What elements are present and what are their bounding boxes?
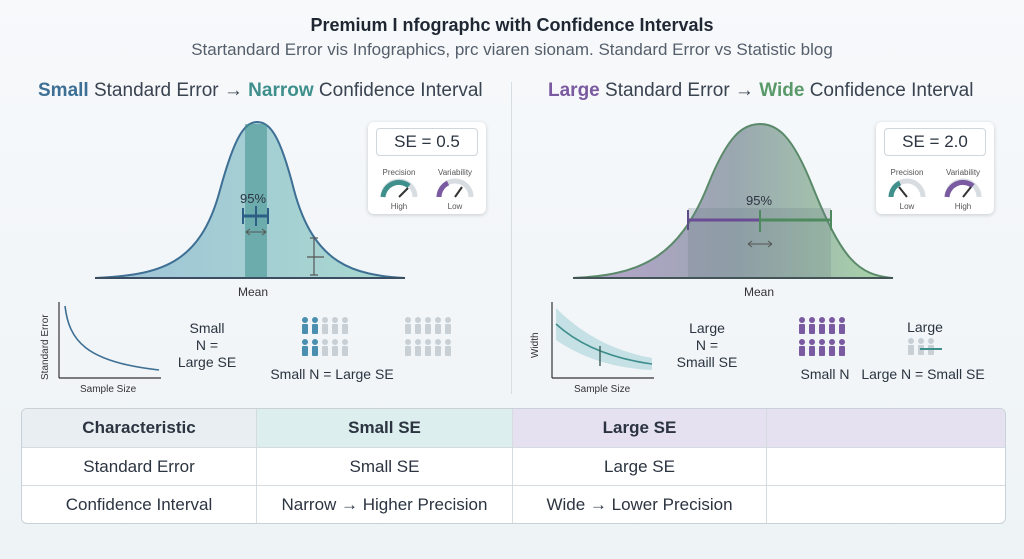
left-variability-gauge: Variability Low — [430, 168, 480, 211]
table-cell: Wide → Lower Precision — [513, 486, 767, 523]
right-mean-label: Mean — [744, 285, 775, 299]
table-cell: Large SE — [513, 448, 767, 486]
table-header-row: Characteristic Small SE Large SE — [22, 409, 1005, 448]
table-row: Confidence Interval Narrow → Higher Prec… — [22, 486, 1005, 523]
left-graph-xlabel: Sample Size — [80, 384, 137, 395]
right-note1: Large N = Smaill SE — [676, 320, 738, 370]
right-note2-caption: Large N = Small SE — [861, 366, 985, 382]
left-heading-end: Confidence Interval — [313, 80, 483, 101]
left-people-large-n — [405, 317, 451, 356]
left-note2: Small N = Large SE — [270, 366, 394, 382]
left-graph-ylabel: Standard Error — [40, 314, 51, 380]
left-ci-band — [245, 124, 267, 278]
right-width-vs-n-graph — [551, 302, 654, 379]
right-heading: Large Standard Error → Wide Confidence I… — [548, 80, 973, 102]
right-people-small-n — [799, 317, 845, 356]
left-heading: Small Standard Error → Narrow Confidence… — [38, 80, 483, 102]
right-note2-large: Large — [907, 319, 943, 335]
right-heading-wide: Wide — [759, 80, 805, 101]
left-distribution-curve — [94, 120, 406, 279]
left-ci-label: 95% — [240, 191, 267, 206]
page-subtitle: Startandard Error vis Infographics, prc … — [191, 40, 833, 59]
left-heading-mid: Standard Error → — [88, 80, 249, 101]
table-cell: Narrow → Higher Precision — [257, 486, 513, 523]
gauge-icon — [944, 178, 982, 198]
table-cell — [767, 448, 1005, 486]
right-heading-end: Confidence Interval — [804, 80, 974, 101]
table-header-cell — [767, 409, 1005, 448]
right-curve-fill — [572, 122, 894, 279]
right-graph-xlabel: Sample Size — [574, 384, 631, 395]
left-heading-small: Small — [38, 80, 89, 101]
left-note1: Small N = Large SE — [177, 320, 237, 370]
table-header-cell: Large SE — [513, 409, 767, 448]
left-precision-gauge: Precision High — [374, 168, 424, 211]
table-cell: Small SE — [257, 448, 513, 486]
gauge-icon — [888, 178, 926, 198]
left-heading-narrow: Narrow — [248, 80, 314, 101]
right-ci-label: 95% — [746, 193, 773, 208]
comparison-table: Characteristic Small SE Large SE Standar… — [21, 408, 1006, 524]
right-variability-gauge: Variability High — [938, 168, 988, 211]
right-heading-mid: Standard Error → — [599, 80, 760, 101]
table-cell — [767, 486, 1005, 523]
right-people-large-n — [908, 338, 942, 355]
left-se-card: SE = 0.5 Precision High Variability Low — [368, 122, 486, 214]
table-cell: Confidence Interval — [22, 486, 257, 523]
right-heading-large: Large — [548, 80, 600, 101]
gauge-icon — [436, 178, 474, 198]
table-header-cell: Small SE — [257, 409, 513, 448]
right-precision-gauge: Precision Low — [882, 168, 932, 211]
page-title: Premium I nfographc with Confidence Inte… — [310, 15, 714, 35]
left-se-value: SE = 0.5 — [376, 128, 478, 156]
right-se-card: SE = 2.0 Precision Low Variability High — [876, 122, 994, 214]
right-graph-ylabel: Width — [530, 332, 541, 358]
right-note2-small-n: Small N — [800, 366, 850, 382]
right-se-value: SE = 2.0 — [884, 128, 986, 156]
table-row: Standard Error Small SE Large SE — [22, 448, 1005, 486]
right-distribution-curve — [572, 122, 894, 279]
table-header-cell: Characteristic — [22, 409, 257, 448]
table-cell: Standard Error — [22, 448, 257, 486]
left-se-vs-n-graph — [58, 302, 161, 379]
gauge-icon — [380, 178, 418, 198]
panel-divider — [511, 82, 512, 394]
left-people-small-n — [302, 317, 348, 356]
left-mean-label: Mean — [238, 285, 269, 299]
